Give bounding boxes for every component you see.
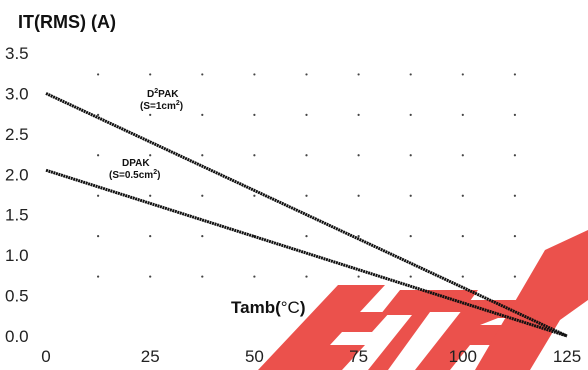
grid-dot [97,73,100,76]
grid-dot [97,235,100,238]
dpak-label-line1: DPAK [122,158,150,169]
grid-dot [357,275,360,278]
grid-dot [461,275,464,278]
grid-dot [461,154,464,157]
grid-dot [357,154,360,157]
y-tick-label: 1.5 [5,206,29,225]
grid-dot [513,154,517,157]
grid-dot [305,73,308,76]
grid-dot [409,235,412,238]
grid-dot [357,235,360,238]
grid-dot [253,154,256,157]
grid-dot [409,113,412,116]
grid-dot [305,113,308,116]
y-tick-label: 1.0 [5,246,29,265]
d2pak-label-line1: D2PAK [147,88,179,100]
y-tick-label: 0.0 [5,327,29,346]
grid-dot [409,275,412,278]
grid-dot [357,194,360,197]
grid-dot [201,275,204,278]
grid-dot [513,113,517,116]
dpak-label-line2: (S=0.5cm2) [109,169,160,181]
grid-dot [201,235,204,238]
x-tick-label: 125 [553,347,581,366]
grid-dot [149,275,152,278]
dpak-series-line [45,168,568,338]
series-lines [45,92,568,338]
grid-dot [461,235,464,238]
x-tick-labels: 0 25 50 75 100 125 [41,347,581,366]
y-tick-label: 2.0 [5,165,29,184]
grid-dot [97,275,100,278]
grid-dot [253,275,256,278]
grid-dot [461,113,464,116]
grid-dot [513,235,517,238]
grid-dot [97,113,100,116]
grid-dot [513,73,517,76]
grid-dot [201,154,204,157]
grid-dot [461,194,464,197]
grid-dots [97,73,517,278]
x-tick-label: 50 [245,347,264,366]
grid-dot [305,154,308,157]
grid-dot [513,194,517,197]
grid-dot [409,194,412,197]
grid-dot [357,113,360,116]
grid-dot [461,73,464,76]
grid-dot [305,275,308,278]
grid-dot [149,235,152,238]
grid-dot [305,194,308,197]
grid-dot [513,275,517,278]
y-axis-label: IT(RMS) (A) [18,12,116,32]
grid-dot [149,73,152,76]
d2pak-label-line2: (S=1cm2) [140,100,183,112]
x-tick-label: 0 [41,347,50,366]
grid-dot [149,154,152,157]
grid-dot [409,73,412,76]
x-tick-label: 25 [141,347,160,366]
grid-dot [201,73,204,76]
y-tick-label: 3.0 [5,84,29,103]
x-tick-label: 100 [449,347,477,366]
x-tick-label: 75 [349,347,368,366]
watermark-logo [258,230,588,370]
grid-dot [253,113,256,116]
grid-dot [253,194,256,197]
grid-dot [357,73,360,76]
y-tick-label: 0.5 [5,287,29,306]
grid-dot [97,194,100,197]
y-tick-labels: 0.0 0.5 1.0 1.5 2.0 2.5 3.0 3.5 [5,44,29,346]
y-tick-label: 2.5 [5,125,29,144]
d2pak-series-line [45,92,568,338]
grid-dot [201,194,204,197]
grid-dot [149,113,152,116]
grid-dot [305,235,308,238]
d2pak-label-text: PAK [158,89,179,100]
grid-dot [201,113,204,116]
x-axis-label: Tamb(°C) [231,298,306,317]
y-tick-label: 3.5 [5,44,29,63]
grid-dot [409,154,412,157]
grid-dot [253,73,256,76]
grid-dot [97,154,100,157]
grid-dot [149,194,152,197]
